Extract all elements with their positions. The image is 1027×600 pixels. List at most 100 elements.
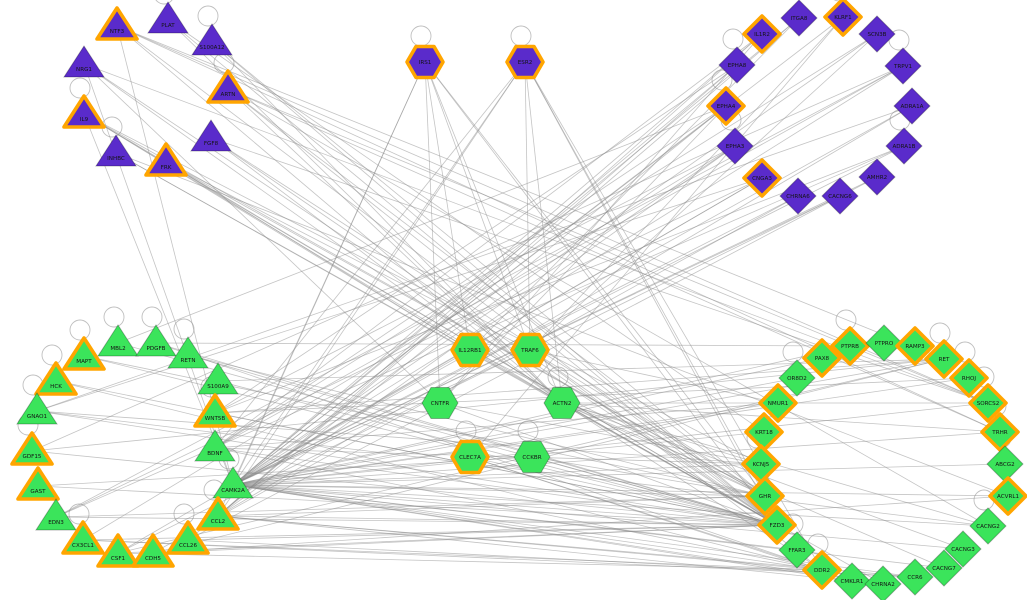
node-GDF15[interactable]: GDF15	[10, 431, 54, 466]
edge-CDH5-FZD3	[152, 524, 778, 554]
diamond-shape	[858, 158, 896, 196]
edge-IL1R2-CNTFR	[439, 33, 763, 404]
edge-ARTN-CACNG2	[227, 88, 989, 527]
diamond-shape	[884, 47, 922, 85]
node-S100A12[interactable]: S100A12	[191, 23, 233, 56]
node-EDN3[interactable]: EDN3	[35, 498, 77, 531]
self-loop-edge-IL9	[69, 77, 91, 99]
edge-EPHA8-CAMK2A	[232, 64, 738, 486]
self-loop-edge-MAPT	[69, 319, 91, 341]
diamond-shape	[986, 445, 1024, 483]
node-ARTN[interactable]: ARTN	[206, 69, 250, 104]
triangle-shape	[34, 361, 78, 396]
node-CACNG6[interactable]: CACNG6	[821, 177, 859, 215]
edge-ADRA1A-CCL2	[217, 105, 913, 517]
triangle-shape	[166, 520, 210, 555]
hexagon-shape	[513, 441, 551, 473]
triangle-shape	[206, 69, 250, 104]
triangle-shape	[167, 336, 209, 369]
node-GAST[interactable]: GAST	[16, 466, 60, 501]
node-FRK[interactable]: FRK	[144, 142, 188, 177]
hexagon-shape	[450, 439, 490, 475]
edge-PDGFB-FZD3	[155, 342, 778, 526]
node-GNAO1[interactable]: GNAO1	[16, 392, 58, 425]
self-loop-edge-CCKBR	[517, 420, 539, 442]
diamond-shape	[944, 530, 982, 568]
node-NTF3[interactable]: NTF3	[95, 6, 139, 41]
edge-MBL2-FZD3	[117, 342, 778, 526]
triangle-shape	[62, 94, 106, 129]
node-DDR2[interactable]: DDR2	[802, 550, 842, 590]
edge-ESR2-CAMK2A	[232, 61, 526, 486]
triangle-shape	[16, 392, 58, 425]
node-TRAF6[interactable]: TRAF6	[510, 332, 550, 368]
edge-CCL26-FZD3	[187, 524, 778, 541]
edge-BDNF-DDR2	[214, 447, 823, 571]
node-CACNG2[interactable]: CACNG2	[969, 507, 1007, 545]
node-ABCG2[interactable]: ABCG2	[986, 445, 1024, 483]
edge-IRS1-TRAF6	[424, 61, 531, 351]
edge-CNTFR-KCNJ5	[439, 402, 762, 465]
node-FGF8[interactable]: FGF8	[190, 119, 232, 152]
edge-EPHA4-BDNF	[214, 105, 727, 449]
edge-ITGA8-CCL2	[217, 17, 800, 517]
node-ADRA1B[interactable]: ADRA1B	[885, 127, 923, 165]
node-CLEC7A[interactable]: CLEC7A	[450, 439, 490, 475]
diamond-shape	[802, 338, 842, 378]
node-MAPT[interactable]: MAPT	[62, 336, 106, 371]
node-CCR6[interactable]: CCR6	[896, 558, 934, 596]
edge-IL1R2-CAMK2A	[232, 33, 763, 486]
node-PTPRO[interactable]: PTPRO	[865, 324, 903, 362]
node-ADRA1A[interactable]: ADRA1A	[893, 87, 931, 125]
node-CDH5[interactable]: CDH5	[131, 533, 175, 568]
edge-TRPV1-GDF15	[31, 65, 904, 452]
triangle-shape	[131, 533, 175, 568]
edge-SCN3B-TRAF6	[529, 33, 878, 351]
node-AMHR2[interactable]: AMHR2	[858, 158, 896, 196]
edge-EPHA8-WNT5B	[214, 64, 738, 414]
edge-layer	[17, 0, 1012, 585]
edge-CX3CL1-CCR6	[82, 539, 916, 578]
diamond-shape	[988, 476, 1027, 516]
edge-EPHA3-CX3CL1	[82, 145, 736, 541]
node-ACVRL1[interactable]: ACVRL1	[988, 476, 1027, 516]
node-IL9[interactable]: IL9	[62, 94, 106, 129]
node-TRPV1[interactable]: TRPV1	[884, 47, 922, 85]
edge-CDH5-ACVRL1	[152, 495, 1009, 554]
node-CNGA3[interactable]: CNGA3	[742, 158, 782, 198]
node-MBL2[interactable]: MBL2	[97, 324, 139, 357]
node-BDNF[interactable]: BDNF	[194, 429, 236, 462]
node-KCNJ5[interactable]: KCNJ5	[741, 444, 781, 484]
edge-CAMK2A-TRHR	[232, 431, 1001, 486]
triangle-shape	[191, 23, 233, 56]
node-IL12RB1[interactable]: IL12RB1	[450, 332, 490, 368]
triangle-shape	[63, 45, 105, 78]
edge-S100A9-FZD3	[217, 380, 778, 526]
diamond-shape	[716, 127, 754, 165]
node-EPHA3[interactable]: EPHA3	[716, 127, 754, 165]
node-PDGFB[interactable]: PDGFB	[135, 324, 177, 357]
node-SCN3B[interactable]: SCN3B	[858, 15, 896, 53]
diamond-shape	[949, 358, 989, 398]
node-KLRF1[interactable]: KLRF1	[823, 0, 863, 37]
diamond-shape	[895, 326, 935, 366]
edge-ESR2-ACTN2	[524, 61, 563, 404]
edge-CNGA3-GNAO1	[36, 177, 763, 412]
edge-SCN3B-BDNF	[214, 33, 878, 449]
edge-CSF1-DDR2	[117, 552, 823, 571]
edge-CAMK2A-CACNG2	[232, 484, 989, 527]
diamond-shape	[718, 46, 756, 84]
self-loop-edge-ARTN	[213, 52, 235, 74]
node-IL1R2[interactable]: IL1R2	[742, 14, 782, 54]
node-WNT5B[interactable]: WNT5B	[193, 393, 237, 428]
node-ESR2[interactable]: ESR2	[505, 44, 545, 80]
edge-IRS1-IL12RB1	[424, 61, 471, 351]
self-loop-edge-IRS1	[410, 25, 432, 47]
edge-ACTN2-KCNJ5	[561, 402, 762, 465]
self-loop-edge-RETN	[173, 318, 195, 340]
node-NRG1[interactable]: NRG1	[63, 45, 105, 78]
node-IRS1[interactable]: IRS1	[405, 44, 445, 80]
hexagon-shape	[505, 44, 545, 80]
node-PLAT[interactable]: PLAT	[147, 1, 189, 34]
